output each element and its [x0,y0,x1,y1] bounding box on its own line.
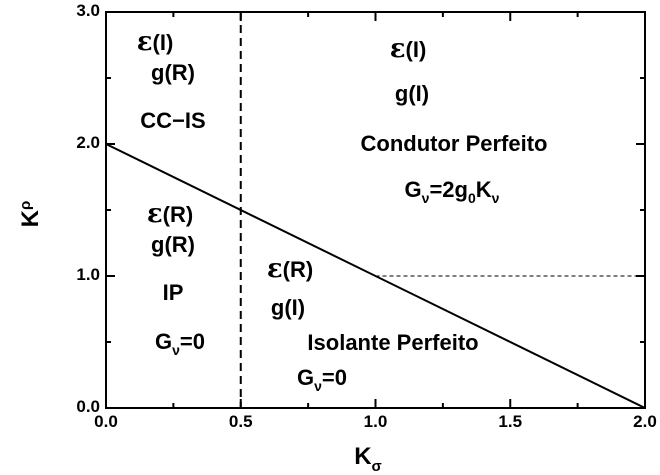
conductor-formula-k-sub: ν [492,190,500,206]
y-tick-label: 1.0 [76,265,100,284]
y-tick-label: 2.0 [76,133,100,152]
ip-epsilon-arg: (R) [163,202,194,227]
conductor-formula-g-zero: 0 [468,190,476,206]
insulator-formula-eq: =0 [322,365,347,390]
x-tick-label: 0.5 [229,412,253,431]
conductor-formula-g: G [405,177,422,202]
y-tick-label: 0.0 [76,397,100,416]
y-axis-title-main: K [17,209,44,227]
insulator-epsilon-arg: (R) [283,257,314,282]
conductor-formula-g-sub: ν [422,190,430,206]
conductor-formula-eq: =2g [429,177,468,202]
ip-epsilon-symbol: ε [147,199,163,229]
insulator-formula-g: G [297,365,314,390]
insulator-epsilon-symbol: ε [267,254,283,284]
cc-is-g-label: g(R) [151,60,195,85]
svg-text:ε(I): ε(I) [137,27,174,57]
conductor-g-label: g(I) [395,81,429,106]
region-cc-is: ε(I) g(R) CC−IS [137,27,206,133]
insulator-formula-g-sub: ν [314,378,322,394]
x-tick-label: 0.0 [94,412,118,431]
y-axis-title-sub: ρ [17,201,34,210]
cc-is-epsilon-symbol: ε [137,27,153,57]
x-axis-title-sub: σ [372,458,382,475]
conductor-epsilon-arg: (I) [406,37,427,62]
conductor-name: Condutor Perfeito [361,131,548,156]
cc-is-name: CC−IS [140,108,205,133]
insulator-g-label: g(I) [271,295,305,320]
ip-formula: Gν=0 [155,329,205,358]
region-perfect-insulator: ε(R) g(I) Isolante Perfeito Gν=0 [267,254,479,394]
phase-boundaries [105,12,646,409]
x-axis-title: Kσ [354,443,382,475]
x-tick-label: 2.0 [633,412,657,431]
cc-is-epsilon-arg: (I) [153,30,174,55]
axis-ticks: 0.0 0.5 1.0 1.5 2.0 0.0 1.0 2.0 3.0 [76,1,656,431]
y-tick-label: 3.0 [76,1,100,20]
svg-text:ε(R): ε(R) [267,254,313,284]
x-tick-label: 1.0 [364,412,388,431]
ip-formula-eq: =0 [180,329,205,354]
ip-formula-g: G [155,329,172,354]
x-tick-label: 1.5 [498,412,522,431]
svg-text:ε(I): ε(I) [390,34,427,64]
ip-formula-g-sub: ν [172,342,180,358]
x-axis-title-main: K [354,443,372,470]
region-ip: ε(R) g(R) IP Gν=0 [147,199,205,358]
y-axis-title: Kρ [17,201,44,228]
conductor-formula-k: K [476,177,492,202]
insulator-name: Isolante Perfeito [307,330,478,355]
insulator-formula: Gν=0 [297,365,347,394]
region-perfect-conductor: ε(I) g(I) Condutor Perfeito Gν=2g0Kν [361,34,548,206]
conductor-epsilon-symbol: ε [390,34,406,64]
ip-name: IP [163,280,184,305]
svg-text:Kρ: Kρ [17,201,44,228]
svg-text:ε(R): ε(R) [147,199,193,229]
ip-g-label: g(R) [151,232,195,257]
conductor-formula: Gν=2g0Kν [405,177,500,206]
